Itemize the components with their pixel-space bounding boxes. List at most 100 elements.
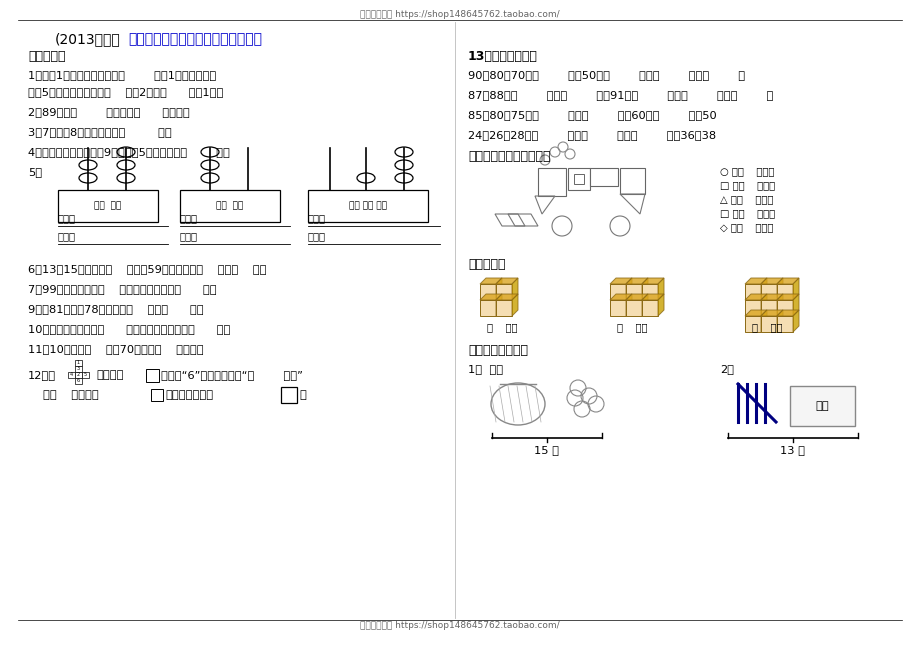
Text: 13 支: 13 支 [779,445,805,455]
Bar [567,168,589,190]
Text: 写作：: 写作： [58,213,76,223]
Text: 百位 十位 个位: 百位 十位 个位 [348,202,387,211]
Ellipse shape [394,147,413,157]
Text: （    ）块: （ ）块 [486,322,516,332]
Polygon shape [495,278,517,284]
Polygon shape [480,278,502,284]
Text: 2、89里有（        ）个十和（      ）个一。: 2、89里有（ ）个十和（ ）个一。 [28,107,189,117]
Polygon shape [495,294,517,300]
Bar [744,284,760,300]
Bar [68,372,75,378]
Text: ，数字“6”的对面是数字“（        ）。”: ，数字“6”的对面是数字“（ ）。” [161,370,302,380]
Polygon shape [792,310,798,332]
Text: 5、: 5、 [28,167,42,177]
Bar [777,284,792,300]
Text: 10、最大的两位数是（      ），最小的两位数是（      ）。: 10、最大的两位数是（ ），最小的两位数是（ ）。 [28,324,230,334]
Ellipse shape [79,160,96,170]
Text: 3、7个一和8个十合起来是（         ）。: 3、7个一和8个十合起来是（ ）。 [28,127,172,137]
Bar [589,168,618,186]
Text: 一、填一填: 一、填一填 [28,50,65,63]
Polygon shape [777,294,782,316]
Polygon shape [625,294,631,316]
Text: 6: 6 [77,378,80,383]
Text: 4: 4 [70,372,73,378]
Text: ◇ 有（    ）个。: ◇ 有（ ）个。 [720,222,773,232]
Text: 北京名校教育 https://shop148645762.taobao.com/: 北京名校教育 https://shop148645762.taobao.com/ [360,10,559,19]
Text: 北京名校教育 https://shop148645762.taobao.com/: 北京名校教育 https://shop148645762.taobao.com/ [360,621,559,630]
Text: □ 有（    ）个。: □ 有（ ）个。 [720,208,775,218]
Ellipse shape [357,173,375,183]
Polygon shape [641,278,647,300]
Text: 读作：: 读作： [308,231,325,241]
Ellipse shape [117,173,135,183]
Text: 15 个: 15 个 [534,445,559,455]
Bar [744,300,760,316]
Bar [280,387,297,403]
Text: （    ）块: （ ）块 [751,322,781,332]
Bar [641,300,657,316]
Bar [777,316,792,332]
Bar [619,168,644,194]
Bar [82,372,89,378]
Polygon shape [760,278,766,300]
Polygon shape [777,294,798,300]
Polygon shape [480,294,502,300]
Text: 十位  个位: 十位 个位 [95,202,121,211]
Ellipse shape [394,173,413,183]
Text: 2、: 2、 [720,364,733,374]
Bar [151,389,163,401]
Text: ？支: ？支 [814,401,828,411]
Text: 11、10个十是（    ）。70里面有（    ）个十。: 11、10个十是（ ）。70里面有（ ）个十。 [28,344,203,354]
Bar [75,372,82,378]
Ellipse shape [117,147,135,157]
Polygon shape [657,278,664,300]
Ellipse shape [117,160,135,170]
Bar [760,284,777,300]
Bar [609,300,625,316]
Polygon shape [609,294,631,300]
Polygon shape [495,278,502,300]
Polygon shape [609,278,631,284]
Polygon shape [512,278,517,300]
Text: 1、一彨1元的人民币可以换（        ）彨1角的人民币；: 1、一彨1元的人民币可以换（ ）彨1角的人民币； [28,70,216,80]
Bar [480,300,495,316]
Polygon shape [792,278,798,300]
Bar [75,378,82,384]
Text: 85、80、75、（        ）、（        ）、60、（        ）、50: 85、80、75、（ ）、（ ）、60、（ ）、50 [468,110,716,120]
Bar [625,300,641,316]
Text: 24、26、28、（        ）、（        ）、（        ）、36、38: 24、26、28、（ ）、（ ）、（ ）、36、38 [468,130,715,140]
Text: （    ）块: （ ）块 [616,322,647,332]
Polygon shape [760,294,766,316]
Text: 1、  ？个: 1、 ？个 [468,364,503,374]
Polygon shape [777,310,798,316]
Polygon shape [657,294,664,316]
Polygon shape [512,294,517,316]
Text: (2013新版）: (2013新版） [55,32,120,46]
Polygon shape [744,294,766,300]
Text: 7、99前面一个数是（    ），后面一个数是（      ）。: 7、99前面一个数是（ ），后面一个数是（ ）。 [28,284,216,294]
Text: 做成一个: 做成一个 [96,370,123,380]
Text: 90、80、70、（        ）、50、（        ）、（        ）、（        ）: 90、80、70、（ ）、50、（ ）、（ ）、（ ） [468,70,744,80]
Text: 十位  个位: 十位 个位 [216,202,244,211]
Bar [58,190,158,222]
Text: 二、看图数数，填数字。: 二、看图数数，填数字。 [468,150,550,163]
Bar [625,284,641,300]
Bar [760,300,777,316]
Bar [146,369,159,382]
Text: ○ 有（    ）个。: ○ 有（ ）个。 [720,166,774,176]
Text: 写作：: 写作： [180,213,198,223]
Ellipse shape [394,160,413,170]
Text: 5: 5 [84,372,87,378]
Text: 9、比81小，比78大的数是（    ）和（      ）。: 9、比81小，比78大的数是（ ）和（ ）。 [28,304,203,314]
Polygon shape [760,310,766,332]
Bar [641,284,657,300]
Text: 87、88、（        ）、（        ）、91、（        ）、（        ）、（        ）: 87、88、（ ）、（ ）、91、（ ）、（ ）、（ ） [468,90,773,100]
Text: 6、13和15的中间是（    ）。和59相邻的数是（    ）和（    ）。: 6、13和15的中间是（ ）。和59相邻的数是（ ）和（ ）。 [28,264,267,274]
Polygon shape [625,278,647,284]
Polygon shape [625,294,647,300]
Text: 13、找规律填数。: 13、找规律填数。 [468,50,538,63]
Text: 12、用: 12、用 [28,370,56,380]
Bar [75,366,82,372]
Bar [495,300,512,316]
Polygon shape [744,310,766,316]
